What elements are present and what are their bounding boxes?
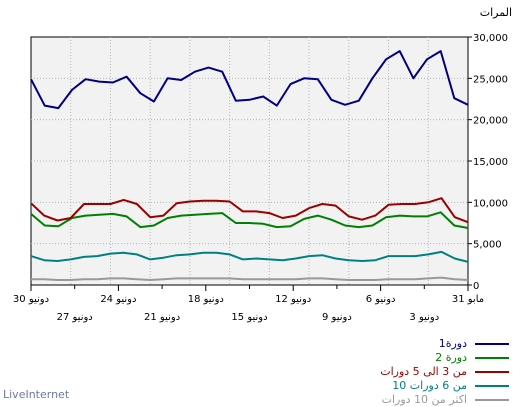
y-tick-label: 10,000 <box>473 198 508 209</box>
series-line-1 <box>30 50 469 110</box>
legend-item: اكثر من 10 دورات <box>362 393 512 407</box>
grid-lines <box>31 37 468 285</box>
x-tick-label: 21 دونيو <box>144 312 180 323</box>
legend-label: اكثر من 10 دورات <box>381 393 467 406</box>
x-tick-label: 31 مابو <box>452 294 484 305</box>
x-tick-label: 15 دونيو <box>231 312 267 323</box>
series-line-5 <box>31 276 469 281</box>
series-line-3 <box>30 197 469 224</box>
legend-swatch <box>475 371 509 373</box>
legend-swatch <box>475 385 509 387</box>
x-tick-label: 12 دونيو <box>275 294 311 305</box>
legend-label: 1دورة <box>438 337 467 350</box>
legend: 1دورة 2 دورة من 3 الى 5 دورات من 6 دورات 10… <box>362 337 512 407</box>
legend-label: 2 دورة <box>435 351 467 364</box>
y-tick-label: 25,000 <box>473 74 508 85</box>
y-tick-label: 15,000 <box>473 157 508 168</box>
y-tick-label: 0 <box>473 281 479 292</box>
x-tick-label: 27 دونيو <box>57 312 93 323</box>
watermark-logo: LiveInternet <box>3 388 70 401</box>
legend-item: 1دورة <box>362 337 512 351</box>
y-axis-label: المرات <box>480 6 512 19</box>
x-tick-label: 3 دونيو <box>409 312 439 323</box>
y-tick-label: 5,000 <box>473 240 502 251</box>
series-lines <box>30 50 469 281</box>
legend-item: 2 دورة <box>362 351 512 365</box>
x-tick-label: 24 دونيو <box>100 294 136 305</box>
y-tick-label: 20,000 <box>473 116 508 127</box>
legend-label: من 3 الى 5 دورات <box>380 365 467 378</box>
legend-label: من 6 دورات 10 <box>392 379 467 392</box>
legend-swatch <box>475 357 509 359</box>
x-tick-label: 18 دونيو <box>188 294 224 305</box>
legend-swatch <box>475 399 509 401</box>
legend-item: من 3 الى 5 دورات <box>362 365 512 379</box>
legend-swatch <box>475 343 509 345</box>
x-tick-label: 6 دونيو <box>366 294 396 305</box>
x-tick-label: 9 دونيو <box>322 312 352 323</box>
y-axis-ticks: 30,000 25,000 20,000 15,000 10,000 5,000 0 <box>468 33 508 292</box>
y-tick-label: 30,000 <box>473 33 508 44</box>
legend-item: من 6 دورات 10 <box>362 379 512 393</box>
plot-area <box>30 36 469 286</box>
x-tick-label: 30 دونيو <box>13 294 49 305</box>
x-axis-ticks: 30 دونيو 24 دونيو 18 دونيو 12 دونيو 6 دونيو 3… <box>13 285 484 323</box>
series-line-2 <box>30 211 469 229</box>
series-line-4 <box>30 250 469 263</box>
